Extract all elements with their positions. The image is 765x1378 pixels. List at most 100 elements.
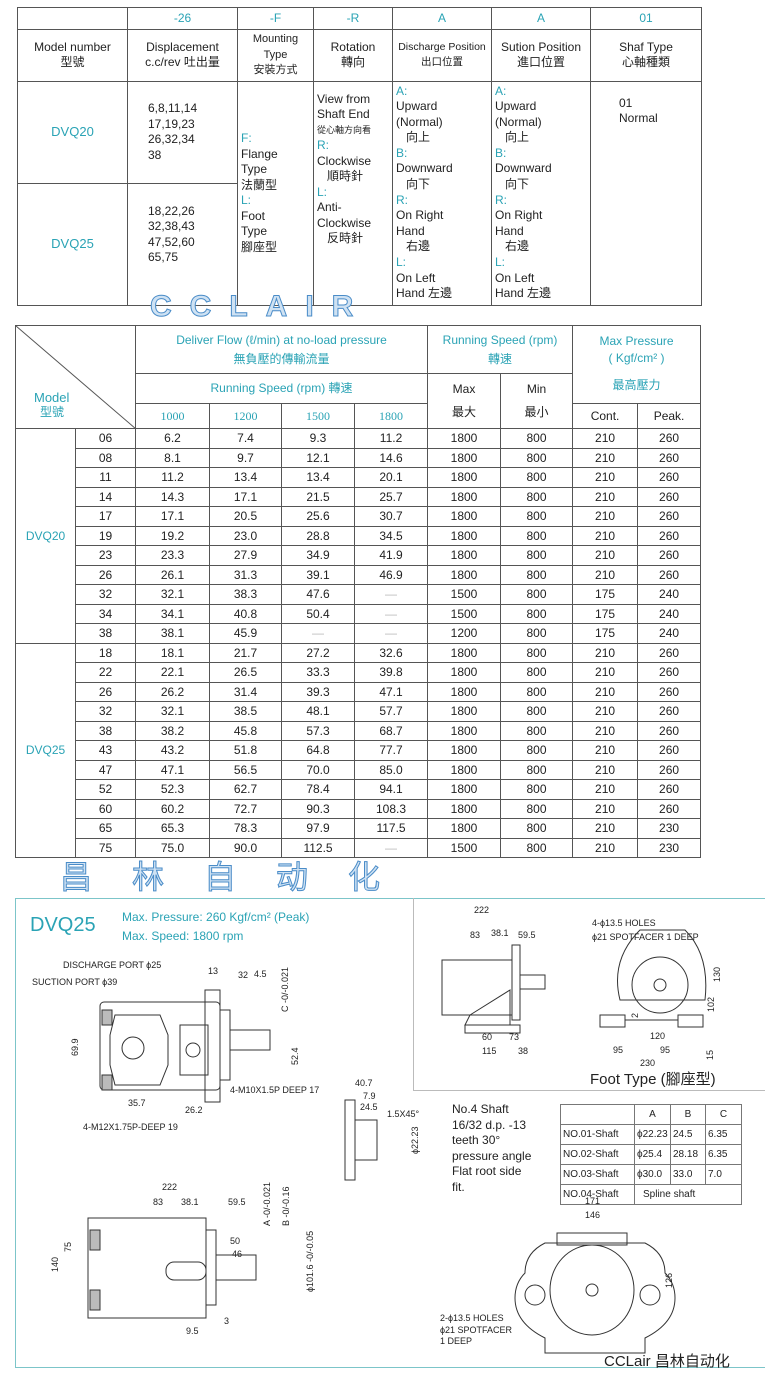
- shaft-row-b: 28.18: [670, 1144, 706, 1165]
- value-cell: 800: [500, 486, 574, 507]
- shaft-header-a: A: [634, 1104, 671, 1125]
- text-line: 01: [619, 95, 633, 110]
- value-cell: 75.0: [135, 837, 211, 858]
- max-pressure-label-zh: 最高壓力: [612, 378, 661, 392]
- pump-rear-view: [514, 1232, 676, 1354]
- table-row: 38 38.2 45.8 57.3 68.7 1800 800 210 260: [16, 720, 702, 741]
- text-line: 向上: [505, 130, 530, 145]
- dimension-label: 95: [613, 1045, 624, 1055]
- value-cell: 23.0: [209, 525, 283, 546]
- value-cell: 260: [637, 545, 702, 566]
- text-line: 反時針: [327, 231, 364, 245]
- shaft-row-name: NO.03-Shaft: [560, 1164, 635, 1185]
- shaft-row-c: 6.35: [705, 1124, 742, 1145]
- value-cell: 39.3: [281, 681, 356, 702]
- max-speed-header: Max 最大: [427, 373, 502, 429]
- text-line: 6,8,11,14: [148, 101, 198, 115]
- column-header: Mounting Type 安裝方式: [237, 29, 314, 82]
- cont-header: Cont.: [572, 403, 639, 429]
- text-line: 65,75: [148, 250, 179, 264]
- dimension-label: 130: [712, 966, 722, 982]
- size-cell: 60: [74, 798, 137, 819]
- text-line: Flat root side: [452, 1164, 522, 1178]
- value-cell: 1500: [427, 837, 502, 858]
- text-line: (Normal): [495, 114, 542, 129]
- dimension-label: 102: [706, 996, 716, 1012]
- pump-side-view: [87, 1217, 257, 1319]
- dimension-label: 13: [208, 966, 219, 976]
- shaft-row-c: 6.35: [705, 1144, 742, 1165]
- text-line: 16/32 d.p. -13: [452, 1117, 527, 1132]
- value-cell: 800: [500, 837, 574, 858]
- size-cell: 23: [74, 545, 137, 566]
- value-cell: —: [354, 837, 429, 858]
- dimension-label: 4-ϕ13.5 HOLES: [592, 918, 656, 928]
- text-line: 向下: [406, 177, 431, 192]
- text-line: Shaft End: [317, 107, 370, 121]
- foot-pump-side-view: [441, 944, 546, 1034]
- value-cell: 57.3: [281, 720, 356, 741]
- value-cell: 1800: [427, 701, 502, 722]
- value-cell: 27.2: [281, 642, 356, 663]
- speed-1800: 1800: [354, 403, 429, 429]
- value-cell: 1500: [427, 584, 502, 605]
- text-line: On Left: [396, 270, 436, 285]
- value-cell: 1800: [427, 525, 502, 546]
- model-header: Model 型號: [14, 325, 137, 429]
- value-cell: 32.6: [354, 642, 429, 663]
- value-cell: 23.3: [135, 545, 211, 566]
- dimension-label: 4.5: [254, 969, 267, 979]
- value-cell: 46.9: [354, 564, 429, 585]
- shaft-header-blank: [560, 1104, 635, 1125]
- dimension-label: 4-M12X1.75P-DEEP 19: [83, 1122, 178, 1132]
- spec-speed: Max. Speed: 1800 rpm: [122, 929, 244, 943]
- code-mounting: -F: [237, 7, 314, 30]
- value-cell: 240: [637, 584, 702, 605]
- shaft-header-c: C: [705, 1104, 742, 1125]
- speed-1500: 1500: [281, 403, 356, 429]
- text-line: Anti-: [317, 200, 342, 214]
- value-cell: 210: [572, 662, 639, 683]
- text-line: L:: [241, 193, 252, 207]
- header-en: Displacement: [146, 39, 219, 54]
- value-cell: 47.6: [281, 584, 356, 605]
- value-cell: 210: [572, 720, 639, 741]
- dimension-label: 1.5X45°: [387, 1109, 420, 1119]
- text-line: F:: [241, 131, 252, 145]
- deliver-flow-label-zh: 無負壓的傳輸流量: [233, 351, 330, 366]
- text-line: B:: [495, 145, 507, 160]
- brand-label: CCLair 昌林自动化: [604, 1353, 730, 1370]
- dimension-label: 38.1: [181, 1197, 199, 1207]
- value-cell: 31.3: [209, 564, 283, 585]
- dimension-label: 50: [230, 1236, 241, 1246]
- text-line: Clockwise: [317, 153, 372, 168]
- text-line: Type: [241, 224, 268, 238]
- text-line: 右邊: [505, 239, 530, 254]
- value-cell: 230: [637, 837, 702, 858]
- dimension-label: 26.2: [185, 1105, 203, 1115]
- dimension-label: ϕ21 SPOTFACER: [440, 1325, 513, 1335]
- shaft-row-a: ϕ30.0: [634, 1164, 671, 1185]
- foot-type-label: Foot Type (腳座型): [590, 1071, 716, 1088]
- text-line: Type: [241, 162, 268, 176]
- value-cell: 260: [637, 779, 702, 800]
- table-row: 23 23.3 27.9 34.9 41.9 1800 800 210 260: [16, 545, 702, 566]
- speed-1000: 1000: [135, 403, 211, 429]
- text-line: Hand: [495, 223, 524, 238]
- table-row: 14 14.3 17.1 21.5 25.7 1800 800 210 260: [16, 486, 702, 507]
- size-cell: 52: [74, 779, 137, 800]
- spline-shaft-detail: [344, 1099, 378, 1181]
- dimension-label: ϕ22.23: [410, 1126, 420, 1154]
- dimension-label: 222: [474, 905, 490, 915]
- code-displacement: -26: [127, 7, 238, 30]
- dimension-label: 38.1: [491, 928, 509, 938]
- dimension-label: B -0/-0.16: [281, 1186, 291, 1226]
- shaft-cell: 01 Normal: [590, 80, 702, 306]
- text-line: R:: [317, 138, 329, 152]
- spec-pressure: Max. Pressure: 260 Kgf/cm² (Peak): [122, 910, 310, 924]
- value-cell: 800: [500, 467, 574, 488]
- value-cell: 800: [500, 720, 574, 741]
- column-header: Model number 型號: [17, 29, 128, 82]
- text-line: 從心軸方向看: [317, 124, 372, 135]
- foot-pump-front-view: [599, 929, 707, 1028]
